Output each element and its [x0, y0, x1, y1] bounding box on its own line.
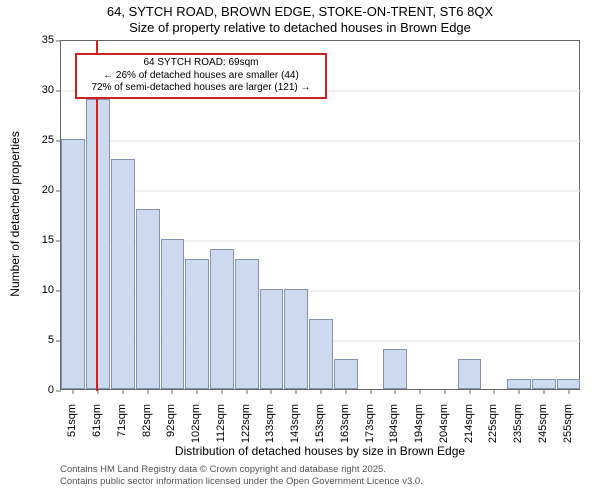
- y-tick-label: 5: [32, 334, 54, 346]
- y-axis-label: Number of detached properties: [8, 114, 22, 314]
- y-tick: [56, 91, 61, 92]
- plot-area: 64 SYTCH ROAD: 69sqm← 26% of detached ho…: [60, 40, 580, 390]
- y-tick: [56, 391, 61, 392]
- histogram-bar: [111, 159, 135, 389]
- x-tick-label: 153sqm: [314, 404, 326, 454]
- credits-line-1: Contains HM Land Registry data © Crown c…: [60, 464, 386, 475]
- x-tick: [73, 389, 74, 394]
- histogram-bar: [235, 259, 259, 389]
- x-tick: [296, 389, 297, 394]
- histogram-bar: [61, 139, 85, 389]
- x-tick: [221, 389, 222, 394]
- x-tick-label: 225sqm: [487, 404, 499, 454]
- histogram-bar: [86, 99, 110, 389]
- y-tick-label: 35: [32, 34, 54, 46]
- y-tick-label: 25: [32, 134, 54, 146]
- y-tick-label: 20: [32, 184, 54, 196]
- x-tick: [420, 389, 421, 394]
- x-tick-label: 102sqm: [190, 404, 202, 454]
- x-tick: [469, 389, 470, 394]
- x-tick: [444, 389, 445, 394]
- y-gridline: [61, 191, 581, 192]
- x-tick-label: 204sqm: [438, 404, 450, 454]
- histogram-bar: [185, 259, 209, 389]
- histogram-bar: [532, 379, 556, 389]
- annotation-line: ← 26% of detached houses are smaller (44…: [81, 70, 321, 83]
- x-tick: [370, 389, 371, 394]
- annotation-line: 72% of semi-detached houses are larger (…: [81, 82, 321, 95]
- chart-container: 64, SYTCH ROAD, BROWN EDGE, STOKE-ON-TRE…: [0, 0, 600, 500]
- histogram-bar: [557, 379, 581, 389]
- title-line-1: 64, SYTCH ROAD, BROWN EDGE, STOKE-ON-TRE…: [0, 4, 600, 19]
- x-tick: [172, 389, 173, 394]
- y-tick: [56, 141, 61, 142]
- x-tick-label: 214sqm: [463, 404, 475, 454]
- title-line-2: Size of property relative to detached ho…: [0, 20, 600, 35]
- x-tick: [122, 389, 123, 394]
- x-tick-label: 51sqm: [66, 404, 78, 454]
- histogram-bar: [161, 239, 185, 389]
- x-tick-label: 82sqm: [141, 404, 153, 454]
- y-gridline: [61, 141, 581, 142]
- x-tick-label: 92sqm: [165, 404, 177, 454]
- x-tick-label: 184sqm: [388, 404, 400, 454]
- x-tick-label: 255sqm: [562, 404, 574, 454]
- x-tick-label: 245sqm: [537, 404, 549, 454]
- y-tick-label: 30: [32, 84, 54, 96]
- y-tick: [56, 191, 61, 192]
- x-tick: [345, 389, 346, 394]
- histogram-bar: [260, 289, 284, 389]
- x-tick: [543, 389, 544, 394]
- x-tick-label: 112sqm: [215, 404, 227, 454]
- x-tick: [568, 389, 569, 394]
- x-tick-label: 71sqm: [116, 404, 128, 454]
- histogram-bar: [383, 349, 407, 389]
- x-tick: [321, 389, 322, 394]
- x-tick: [197, 389, 198, 394]
- y-tick: [56, 241, 61, 242]
- x-tick: [271, 389, 272, 394]
- y-tick-label: 10: [32, 284, 54, 296]
- x-tick-label: 173sqm: [364, 404, 376, 454]
- credits-line-2: Contains public sector information licen…: [60, 476, 423, 487]
- histogram-bar: [136, 209, 160, 389]
- x-tick-label: 235sqm: [512, 404, 524, 454]
- x-tick: [494, 389, 495, 394]
- x-tick: [395, 389, 396, 394]
- x-tick: [519, 389, 520, 394]
- annotation-line: 64 SYTCH ROAD: 69sqm: [81, 57, 321, 70]
- y-tick: [56, 341, 61, 342]
- histogram-bar: [334, 359, 358, 389]
- histogram-bar: [507, 379, 531, 389]
- y-tick: [56, 291, 61, 292]
- x-tick: [246, 389, 247, 394]
- x-tick-label: 143sqm: [289, 404, 301, 454]
- histogram-bar: [458, 359, 482, 389]
- y-tick: [56, 41, 61, 42]
- x-tick: [147, 389, 148, 394]
- x-tick-label: 133sqm: [264, 404, 276, 454]
- histogram-bar: [284, 289, 308, 389]
- histogram-bar: [210, 249, 234, 389]
- x-tick-label: 61sqm: [91, 404, 103, 454]
- x-tick-label: 163sqm: [339, 404, 351, 454]
- histogram-bar: [309, 319, 333, 389]
- y-tick-label: 15: [32, 234, 54, 246]
- x-tick-label: 194sqm: [413, 404, 425, 454]
- annotation-box: 64 SYTCH ROAD: 69sqm← 26% of detached ho…: [75, 53, 327, 99]
- y-tick-label: 0: [32, 384, 54, 396]
- x-tick-label: 122sqm: [240, 404, 252, 454]
